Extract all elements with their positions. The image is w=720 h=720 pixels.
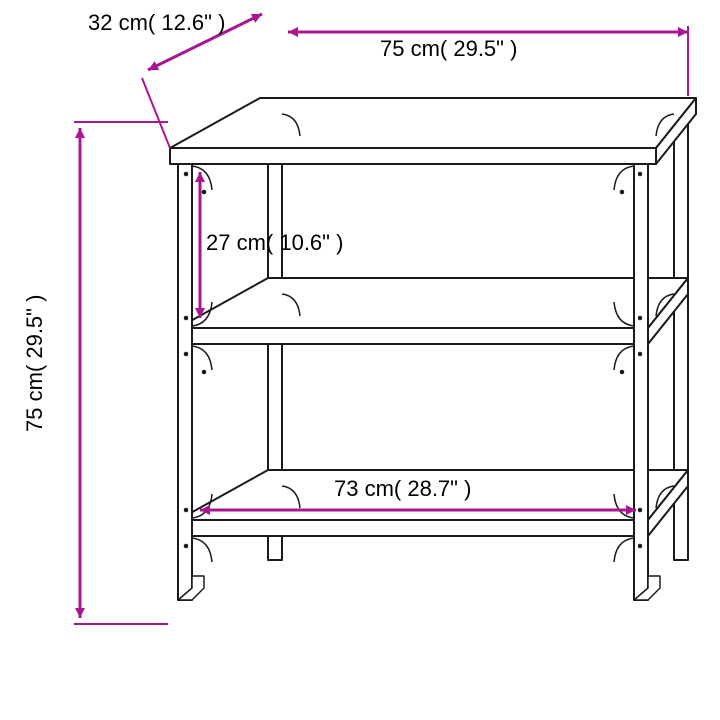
leg-front-right	[634, 156, 660, 600]
diagram-container: 32 cm( 12.6" ) 75 cm( 29.5" ) 75 cm( 29.…	[0, 0, 720, 720]
dim-innerwidth-label: 73 cm( 28.7" )	[334, 476, 471, 502]
dim-shelfgap-label: 27 cm( 10.6" )	[206, 230, 343, 256]
diagram-svg	[0, 0, 720, 720]
dim-height-label: 75 cm( 29.5" )	[22, 295, 48, 432]
dim-width-label: 75 cm( 29.5" )	[380, 36, 517, 62]
dim-depth-label: 32 cm( 12.6" )	[88, 10, 225, 36]
shelf-top	[170, 98, 696, 164]
furniture-shelf-unit	[170, 98, 696, 600]
shelf-middle	[178, 278, 688, 344]
